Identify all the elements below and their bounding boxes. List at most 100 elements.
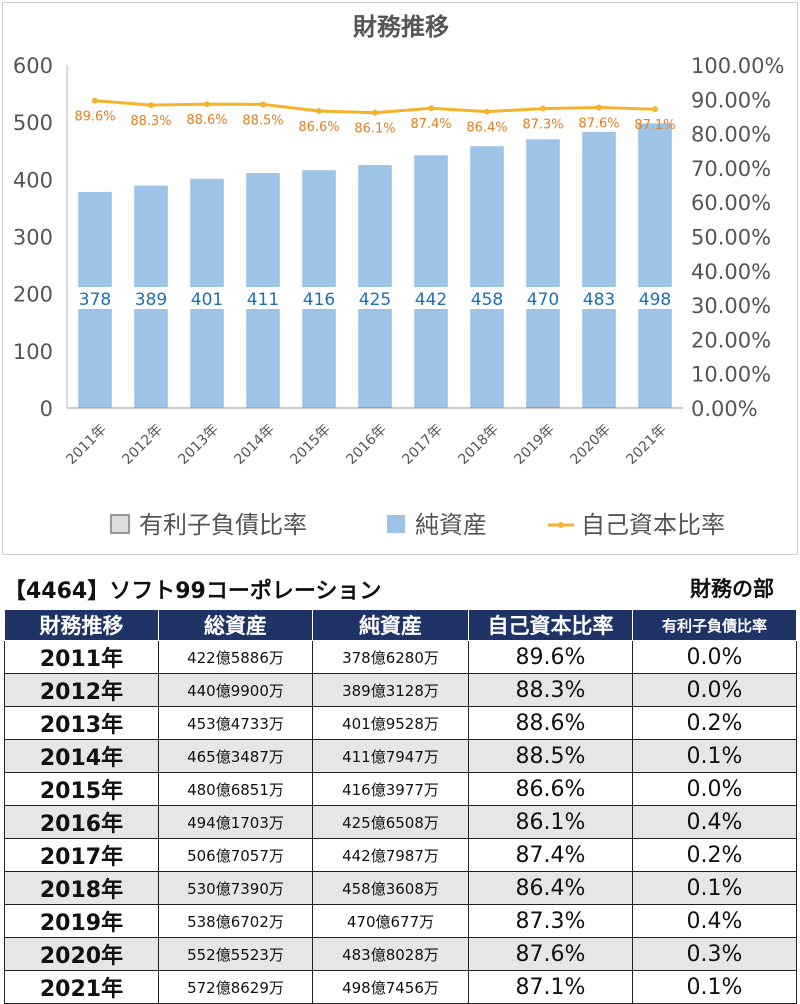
equity-ratio-point [372, 110, 378, 116]
bar-value-label: 416 [303, 290, 335, 310]
y2-tick-label: 10.00% [691, 363, 771, 387]
net-assets-bar [470, 146, 504, 408]
equity-ratio-cell: 86.6% [469, 773, 633, 806]
total-assets-cell: 494億1703万 [159, 806, 313, 839]
legend-equity-label: 自己資本比率 [581, 511, 725, 539]
year-cell: 2019年 [5, 905, 159, 938]
debt-ratio-cell: 0.2% [633, 707, 797, 740]
equity-ratio-label: 87.1% [634, 118, 675, 133]
equity-ratio-point [92, 98, 98, 104]
y-tick-label: 500 [13, 111, 53, 135]
y-tick-label: 200 [13, 283, 53, 307]
y2-tick-label: 30.00% [691, 294, 771, 318]
table-title: 【4464】ソフト99コーポレーション [4, 573, 381, 605]
bar-value-label: 389 [135, 290, 167, 310]
bar-value-label: 411 [247, 290, 279, 310]
x-tick-label: 2019年 [511, 422, 557, 468]
legend-debt-label: 有利子負債比率 [139, 511, 307, 539]
equity-ratio-label: 87.6% [578, 117, 619, 132]
equity-ratio-cell: 87.6% [469, 938, 633, 971]
y-tick-label: 300 [13, 226, 53, 250]
year-cell: 2016年 [5, 806, 159, 839]
equity-ratio-label: 87.4% [410, 117, 451, 132]
equity-ratio-cell: 87.3% [469, 905, 633, 938]
total-assets-cell: 572億8629万 [159, 971, 313, 1004]
total-assets-cell: 465億3487万 [159, 740, 313, 773]
debt-ratio-cell: 0.2% [633, 839, 797, 872]
debt-ratio-cell: 0.4% [633, 806, 797, 839]
table-header-row: 財務推移 総資産 純資産 自己資本比率 有利子負債比率 [5, 610, 797, 641]
year-cell: 2020年 [5, 938, 159, 971]
y2-tick-label: 0.00% [691, 397, 758, 421]
equity-ratio-label: 87.3% [522, 118, 563, 133]
x-tick-label: 2015年 [287, 422, 333, 468]
year-cell: 2015年 [5, 773, 159, 806]
total-assets-cell: 538億6702万 [159, 905, 313, 938]
y2-tick-label: 40.00% [691, 260, 771, 284]
header-equity-ratio: 自己資本比率 [469, 610, 633, 641]
x-tick-label: 2018年 [455, 422, 501, 468]
header-total-assets: 総資産 [159, 610, 313, 641]
y-tick-label: 100 [13, 340, 53, 364]
x-tick-label: 2014年 [231, 422, 277, 468]
equity-ratio-label: 86.6% [298, 120, 339, 135]
equity-ratio-cell: 86.1% [469, 806, 633, 839]
net-assets-bar [526, 139, 560, 408]
equity-ratio-point [596, 105, 602, 111]
net-assets-bar [638, 123, 672, 408]
net-assets-cell: 425億6508万 [313, 806, 469, 839]
x-tick-label: 2017年 [399, 422, 445, 468]
debt-ratio-cell: 0.1% [633, 872, 797, 905]
equity-ratio-cell: 87.1% [469, 971, 633, 1004]
net-assets-cell: 458億3608万 [313, 872, 469, 905]
header-period: 財務推移 [5, 610, 159, 641]
y2-tick-label: 20.00% [691, 328, 771, 352]
equity-ratio-point [652, 106, 658, 112]
year-cell: 2021年 [5, 971, 159, 1004]
equity-ratio-point [316, 108, 322, 114]
bar-value-label: 442 [415, 290, 447, 310]
equity-ratio-cell: 87.4% [469, 839, 633, 872]
legend-debt-swatch [111, 515, 129, 533]
y2-tick-label: 70.00% [691, 157, 771, 181]
debt-ratio-cell: 0.0% [633, 641, 797, 674]
equity-ratio-label: 86.1% [354, 122, 395, 137]
debt-ratio-cell: 0.1% [633, 971, 797, 1004]
net-assets-cell: 470億677万 [313, 905, 469, 938]
total-assets-cell: 506億7057万 [159, 839, 313, 872]
equity-ratio-cell: 88.6% [469, 707, 633, 740]
total-assets-cell: 422億5886万 [159, 641, 313, 674]
debt-ratio-cell: 0.0% [633, 773, 797, 806]
total-assets-cell: 440億9900万 [159, 674, 313, 707]
net-assets-bar [358, 165, 392, 408]
equity-ratio-cell: 89.6% [469, 641, 633, 674]
y2-tick-label: 60.00% [691, 191, 771, 215]
year-cell: 2017年 [5, 839, 159, 872]
equity-ratio-cell: 88.5% [469, 740, 633, 773]
bar-value-label: 498 [639, 290, 671, 310]
equity-ratio-cell: 88.3% [469, 674, 633, 707]
total-assets-cell: 453億4733万 [159, 707, 313, 740]
year-cell: 2018年 [5, 872, 159, 905]
legend-equity-marker [558, 522, 564, 528]
total-assets-cell: 530億7390万 [159, 872, 313, 905]
net-assets-cell: 483億8028万 [313, 938, 469, 971]
y2-tick-label: 90.00% [691, 88, 771, 112]
x-tick-label: 2016年 [343, 422, 389, 468]
net-assets-cell: 401億9528万 [313, 707, 469, 740]
net-assets-cell: 442億7987万 [313, 839, 469, 872]
equity-ratio-point [484, 109, 490, 115]
financial-chart: 財務推移01002003004005006000.00%10.00%20.00%… [3, 3, 799, 556]
debt-ratio-cell: 0.0% [633, 674, 797, 707]
legend-net-label: 純資産 [415, 511, 487, 539]
net-assets-cell: 416億3977万 [313, 773, 469, 806]
